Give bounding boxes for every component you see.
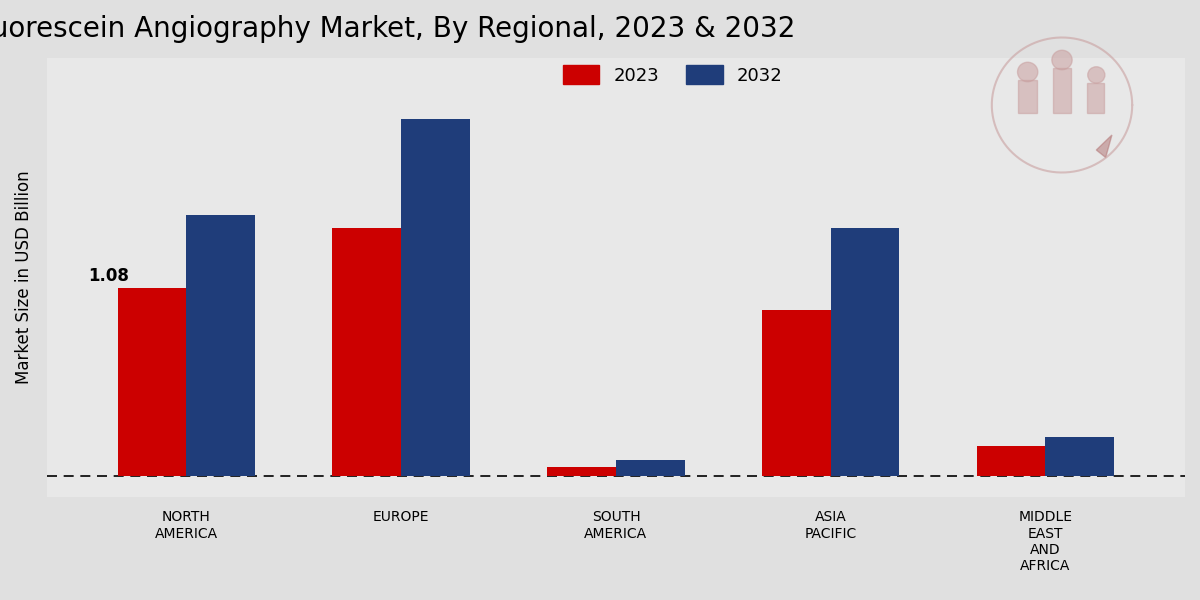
Legend: 2023, 2032: 2023, 2032: [556, 58, 790, 92]
Bar: [186, 215, 256, 476]
Bar: [1087, 82, 1104, 113]
Text: Fluorescein Angiography Market, By Regional, 2023 & 2032: Fluorescein Angiography Market, By Regio…: [0, 15, 796, 43]
Bar: [1019, 79, 1037, 113]
Bar: [118, 287, 186, 476]
Bar: [332, 229, 401, 476]
Circle shape: [1087, 67, 1105, 83]
Bar: [401, 119, 470, 476]
Circle shape: [1018, 62, 1038, 82]
Bar: [547, 467, 616, 476]
Bar: [616, 460, 685, 476]
Y-axis label: Market Size in USD Billion: Market Size in USD Billion: [14, 170, 34, 384]
Circle shape: [1052, 50, 1072, 70]
Bar: [977, 446, 1045, 476]
Bar: [830, 229, 899, 476]
Bar: [1045, 437, 1114, 476]
Bar: [1052, 67, 1072, 113]
Polygon shape: [1097, 135, 1112, 157]
Text: 1.08: 1.08: [88, 267, 128, 285]
Bar: [762, 310, 830, 476]
